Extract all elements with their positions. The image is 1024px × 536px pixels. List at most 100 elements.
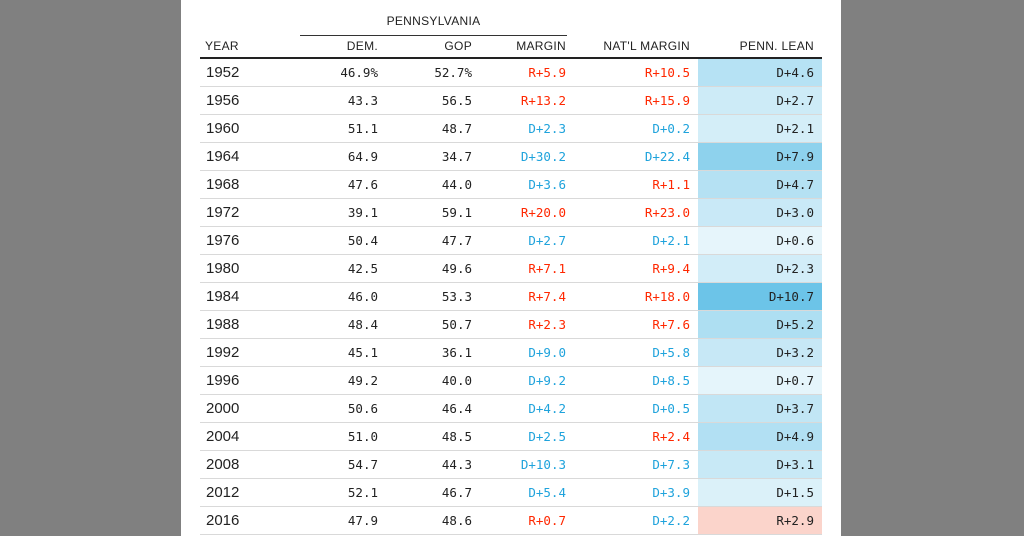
margin-cell: D+5.4 [528, 485, 566, 500]
dem-cell: 47.6 [347, 177, 378, 192]
lean-shade [698, 255, 822, 282]
table-row: 1952 46.9% 52.7% R+5.9 R+10.5 D+4.6 [200, 59, 822, 87]
year-cell: 2008 [206, 456, 240, 473]
gop-cell: 53.3 [441, 289, 472, 304]
natl-margin-cell: R+2.4 [652, 429, 690, 444]
lean-shade [698, 311, 822, 338]
lean-cell: D+0.6 [776, 233, 814, 248]
table-row: 2012 52.1 46.7 D+5.4 D+3.9 D+1.5 [200, 479, 822, 507]
year-cell: 1972 [206, 204, 240, 221]
margin-cell: D+2.7 [528, 233, 566, 248]
margin-cell: R+2.3 [528, 317, 566, 332]
dem-cell: 49.2 [347, 373, 378, 388]
table-row: 1996 49.2 40.0 D+9.2 D+8.5 D+0.7 [200, 367, 822, 395]
column-header-margin: MARGIN [516, 39, 566, 53]
table-row: 1976 50.4 47.7 D+2.7 D+2.1 D+0.6 [200, 227, 822, 255]
year-cell: 2016 [206, 512, 240, 529]
natl-margin-cell: D+5.8 [652, 345, 690, 360]
lean-shade [698, 227, 822, 254]
table-row: 1992 45.1 36.1 D+9.0 D+5.8 D+3.2 [200, 339, 822, 367]
lean-cell: D+2.7 [776, 93, 814, 108]
lean-shade [698, 507, 822, 534]
dem-cell: 52.1 [347, 485, 378, 500]
year-cell: 2004 [206, 428, 240, 445]
margin-cell: R+0.7 [528, 513, 566, 528]
table-row: 1956 43.3 56.5 R+13.2 R+15.9 D+2.7 [200, 87, 822, 115]
lean-shade [698, 339, 822, 366]
margin-cell: D+9.2 [528, 373, 566, 388]
natl-margin-cell: R+1.1 [652, 177, 690, 192]
natl-margin-cell: D+7.3 [652, 457, 690, 472]
lean-shade [698, 115, 822, 142]
year-cell: 1968 [206, 176, 240, 193]
dem-cell: 51.0 [347, 429, 378, 444]
table-body: 1952 46.9% 52.7% R+5.9 R+10.5 D+4.6 1956 43.3 56… [200, 59, 822, 535]
year-cell: 1952 [206, 64, 240, 81]
column-header-penn-lean: PENN. LEAN [739, 39, 814, 53]
lean-cell: D+3.2 [776, 345, 814, 360]
margin-cell: D+3.6 [528, 177, 566, 192]
gop-cell: 50.7 [441, 317, 472, 332]
table-row: 1960 51.1 48.7 D+2.3 D+0.2 D+2.1 [200, 115, 822, 143]
lean-shade [698, 423, 822, 450]
lean-shade [698, 479, 822, 506]
dem-cell: 54.7 [347, 457, 378, 472]
margin-cell: D+30.2 [520, 149, 566, 164]
dem-cell: 45.1 [347, 345, 378, 360]
table-row: 1980 42.5 49.6 R+7.1 R+9.4 D+2.3 [200, 255, 822, 283]
table-row: 2004 51.0 48.5 D+2.5 R+2.4 D+4.9 [200, 423, 822, 451]
column-header-natl-margin: NAT'L MARGIN [603, 39, 690, 53]
lean-shade [698, 451, 822, 478]
margin-cell: R+20.0 [520, 205, 566, 220]
year-cell: 1992 [206, 344, 240, 361]
margin-cell: R+7.4 [528, 289, 566, 304]
lean-cell: D+3.0 [776, 205, 814, 220]
lean-shade [698, 143, 822, 170]
lean-cell: D+5.2 [776, 317, 814, 332]
dem-cell: 64.9 [347, 149, 378, 164]
lean-shade [698, 367, 822, 394]
table-row: 2016 47.9 48.6 R+0.7 D+2.2 R+2.9 [200, 507, 822, 535]
lean-cell: D+10.7 [768, 289, 814, 304]
lean-cell: D+2.1 [776, 121, 814, 136]
lean-cell: D+4.7 [776, 177, 814, 192]
lean-cell: D+7.9 [776, 149, 814, 164]
lean-shade [698, 395, 822, 422]
dem-cell: 43.3 [347, 93, 378, 108]
margin-cell: D+10.3 [520, 457, 566, 472]
table-row: 2008 54.7 44.3 D+10.3 D+7.3 D+3.1 [200, 451, 822, 479]
gop-cell: 47.7 [441, 233, 472, 248]
dem-cell: 46.9% [340, 65, 378, 80]
natl-margin-cell: R+9.4 [652, 261, 690, 276]
lean-shade [698, 87, 822, 114]
dem-cell: 47.9 [347, 513, 378, 528]
natl-margin-cell: R+23.0 [644, 205, 690, 220]
gop-cell: 56.5 [441, 93, 472, 108]
year-cell: 1960 [206, 120, 240, 137]
margin-cell: R+5.9 [528, 65, 566, 80]
gop-cell: 49.6 [441, 261, 472, 276]
table-row: 1964 64.9 34.7 D+30.2 D+22.4 D+7.9 [200, 143, 822, 171]
table-row: 1984 46.0 53.3 R+7.4 R+18.0 D+10.7 [200, 283, 822, 311]
gop-cell: 48.7 [441, 121, 472, 136]
table-row: 2000 50.6 46.4 D+4.2 D+0.5 D+3.7 [200, 395, 822, 423]
year-cell: 2012 [206, 484, 240, 501]
natl-margin-cell: D+0.5 [652, 401, 690, 416]
lean-shade [698, 199, 822, 226]
natl-margin-cell: D+22.4 [644, 149, 690, 164]
margin-cell: R+7.1 [528, 261, 566, 276]
dem-cell: 48.4 [347, 317, 378, 332]
year-cell: 1976 [206, 232, 240, 249]
year-cell: 1996 [206, 372, 240, 389]
year-cell: 1988 [206, 316, 240, 333]
margin-cell: D+4.2 [528, 401, 566, 416]
lean-shade [698, 59, 822, 86]
gop-cell: 36.1 [441, 345, 472, 360]
margin-cell: D+2.3 [528, 121, 566, 136]
dem-cell: 51.1 [347, 121, 378, 136]
lean-cell: D+4.6 [776, 65, 814, 80]
dem-cell: 39.1 [347, 205, 378, 220]
natl-margin-cell: D+3.9 [652, 485, 690, 500]
dem-cell: 50.4 [347, 233, 378, 248]
lean-cell: D+0.7 [776, 373, 814, 388]
